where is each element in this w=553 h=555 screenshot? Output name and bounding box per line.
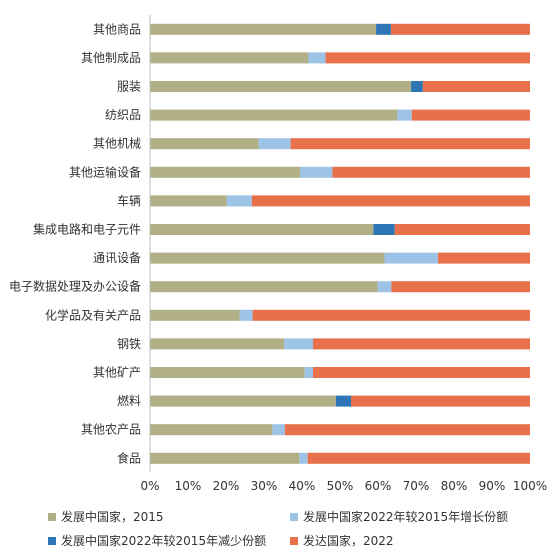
category-label: 车辆 [117, 193, 141, 208]
category-label: 食品 [117, 450, 141, 465]
x-tick-label: 50% [327, 479, 354, 493]
bar-segment-series-1 [377, 281, 392, 293]
legend-swatch [48, 512, 56, 521]
bar-segment-series-3 [351, 395, 530, 407]
category-label: 其他矿产 [93, 366, 141, 380]
category-label: 集成电路和电子元件 [33, 222, 141, 237]
legend-item-developing-decrease: 发展中国家2022年较2015年减少份额 [48, 532, 266, 549]
bar-segment-series-0 [150, 81, 412, 92]
bar-segment-series-0 [150, 109, 398, 121]
bar-segment-series-3 [313, 338, 530, 350]
bar-segment-series-1 [397, 109, 412, 121]
category-label: 其他运输设备 [69, 164, 141, 179]
bar-segment-series-0 [150, 224, 374, 235]
category-label: 化学品及有关产品 [45, 307, 141, 322]
category-label: 通讯设备 [93, 251, 141, 265]
bar-segment-series-0 [150, 367, 305, 378]
legend-label: 发达国家，2022 [303, 534, 394, 548]
bar-segment-series-3 [251, 195, 530, 207]
category-label: 其他制成品 [81, 51, 141, 65]
x-tick-label: 100% [513, 479, 547, 493]
x-tick-label: 40% [289, 479, 316, 493]
x-tick-label: 80% [441, 479, 468, 493]
category-label: 燃料 [117, 393, 141, 408]
bar-segment-series-0 [150, 395, 336, 407]
category-label: 纺织品 [105, 108, 141, 122]
category-label: 钢铁 [117, 337, 141, 351]
bar-segment-series-3 [391, 281, 530, 293]
category-label: 其他机械 [93, 136, 141, 151]
legend-swatch [48, 536, 56, 545]
category-label: 其他商品 [93, 21, 141, 36]
x-tick-label: 20% [213, 479, 240, 493]
bar-segment-series-1 [226, 195, 252, 207]
bar-segment-series-3 [394, 224, 530, 235]
x-tick-label: 90% [479, 479, 506, 493]
bar-segment-series-2 [411, 81, 423, 92]
bar-segment-series-2 [335, 395, 352, 407]
bar-segment-series-1 [239, 309, 253, 321]
bar-segment-series-0 [150, 23, 377, 35]
legend: 发展中国家，2015 发展中国家2022年较2015年增长份额 发展中国家202… [0, 500, 553, 555]
legend-swatch [290, 512, 298, 521]
x-tick-label: 10% [175, 479, 202, 493]
x-tick-label: 0% [140, 479, 159, 493]
category-label: 电子数据处理及办公设备 [9, 279, 141, 294]
bar-segment-series-3 [411, 109, 530, 121]
chart: 其他商品其他制成品服装纺织品其他机械其他运输设备车辆集成电路和电子元件通讯设备电… [9, 15, 547, 493]
bar-segment-series-3 [252, 309, 530, 321]
bar-segment-series-3 [290, 138, 530, 150]
bar-segment-series-0 [150, 452, 300, 464]
bar-segment-series-0 [150, 424, 273, 436]
legend-label: 发展中国家，2015 [61, 510, 164, 524]
bar-segment-series-0 [150, 309, 240, 321]
x-tick-label: 60% [365, 479, 392, 493]
legend-item-developing-increase: 发展中国家2022年较2015年增长份额 [290, 508, 508, 525]
legend-item-developing-2015: 发展中国家，2015 [48, 508, 164, 525]
legend-label: 发展中国家2022年较2015年增长份额 [303, 510, 509, 524]
bar-segment-series-1 [300, 166, 333, 178]
bar-segment-series-0 [150, 52, 309, 64]
legend-swatch [290, 536, 298, 545]
bar-segment-series-0 [150, 281, 378, 293]
bar-segment-series-3 [284, 424, 530, 436]
bar-segment-series-3 [390, 23, 530, 35]
bar-segment-series-2 [376, 23, 391, 35]
bar-segment-series-1 [304, 367, 314, 378]
bar-segment-series-3 [325, 52, 530, 64]
bar-segment-series-1 [308, 52, 326, 64]
bar-segment-series-1 [384, 252, 439, 264]
category-label: 服装 [117, 80, 141, 94]
bar-segment-series-3 [438, 252, 530, 264]
bar-segment-series-0 [150, 166, 301, 178]
bar-segment-series-1 [284, 338, 314, 350]
bar-segment-series-3 [332, 166, 530, 178]
bar-segment-series-0 [150, 195, 227, 207]
bar-segment-series-0 [150, 252, 385, 264]
bar-segment-series-2 [373, 224, 395, 235]
legend-label: 发展中国家2022年较2015年减少份额 [61, 534, 267, 548]
bar-segment-series-3 [313, 367, 530, 378]
bar-segment-series-3 [422, 81, 530, 92]
x-tick-label: 30% [251, 479, 278, 493]
category-label: 其他农产品 [81, 423, 141, 437]
x-tick-label: 70% [403, 479, 430, 493]
bar-segment-series-0 [150, 338, 285, 350]
bar-segment-series-1 [272, 424, 285, 436]
bar-segment-series-1 [258, 138, 291, 150]
legend-item-developed-2022: 发达国家，2022 [290, 532, 394, 549]
bar-segment-series-1 [299, 452, 308, 464]
bar-segment-series-3 [307, 452, 530, 464]
bar-segment-series-0 [150, 138, 259, 150]
